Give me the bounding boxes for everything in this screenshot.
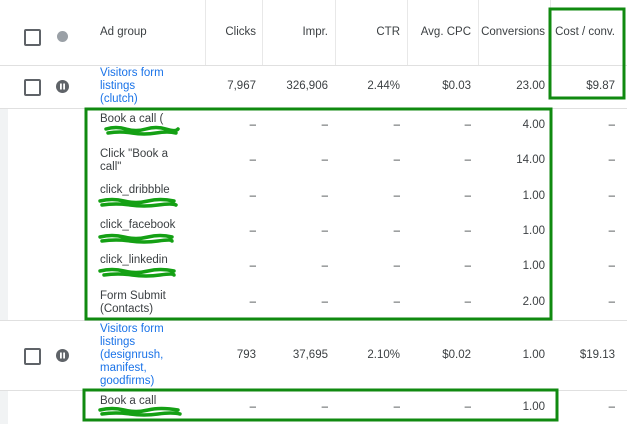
metric: – xyxy=(608,400,615,413)
metric: – xyxy=(393,119,400,132)
metric: – xyxy=(464,260,471,273)
metric: – xyxy=(321,295,328,308)
metric: – xyxy=(321,154,328,167)
column-header: Cost / conv. xyxy=(555,26,615,38)
metric: 1.00 xyxy=(522,189,545,202)
metric: 2.44% xyxy=(367,80,400,92)
metric: – xyxy=(464,189,471,202)
metric: $0.02 xyxy=(442,348,471,361)
metric: – xyxy=(464,400,471,413)
metric: – xyxy=(393,295,400,308)
metric: – xyxy=(393,189,400,202)
metric: 2.10% xyxy=(367,348,400,361)
col-sep xyxy=(407,0,408,65)
redaction xyxy=(98,197,178,208)
ad-group-name[interactable]: Visitors form listings (designrush, mani… xyxy=(100,322,164,387)
sub-label: Book a call ( xyxy=(100,113,164,125)
metric: – xyxy=(249,400,256,413)
metric: – xyxy=(464,295,471,308)
metric: $9.87 xyxy=(586,80,615,92)
metric: – xyxy=(393,154,400,167)
metric: – xyxy=(608,154,615,167)
metric: – xyxy=(608,189,615,202)
col-sep xyxy=(478,0,479,65)
checkbox[interactable] xyxy=(24,29,41,46)
metric: – xyxy=(321,119,328,132)
ad-group-name[interactable]: Visitors form listings (clutch) xyxy=(100,67,164,105)
metric: – xyxy=(393,400,400,413)
metric: 4.00 xyxy=(522,119,545,132)
column-header: Conversions xyxy=(481,26,545,38)
highlight-box xyxy=(84,107,553,321)
metric: 23.00 xyxy=(516,80,545,92)
sub-label: Book a call xyxy=(100,395,157,407)
redaction xyxy=(98,267,176,278)
metric: 2.00 xyxy=(522,295,545,308)
checkbox[interactable] xyxy=(24,348,41,365)
column-header: Clicks xyxy=(225,26,256,38)
sub-label: click_dribbble xyxy=(100,183,170,196)
status-dot xyxy=(57,31,68,42)
metric: 37,695 xyxy=(292,348,328,361)
sub-label: Form Submit (Contacts) xyxy=(100,289,166,315)
col-sep xyxy=(205,0,206,65)
metric: – xyxy=(249,154,256,167)
metric: – xyxy=(249,225,256,238)
metric: – xyxy=(464,225,471,238)
metric: 1.00 xyxy=(522,260,545,273)
metric: – xyxy=(321,400,328,413)
metric: 14.00 xyxy=(516,154,545,167)
metric: – xyxy=(464,119,471,132)
metric: 326,906 xyxy=(286,80,328,92)
metric: – xyxy=(393,225,400,238)
metric: – xyxy=(321,189,328,202)
metric: – xyxy=(249,119,256,132)
column-header: Ad group xyxy=(100,26,147,38)
metric: 7,967 xyxy=(227,80,256,92)
redaction xyxy=(104,125,180,136)
metric: – xyxy=(608,119,615,132)
sub-label: Click "Book a call" xyxy=(100,148,168,174)
metric: – xyxy=(608,260,615,273)
col-sep xyxy=(262,0,263,65)
metric: – xyxy=(321,225,328,238)
metric: 793 xyxy=(236,348,256,361)
metric: $19.13 xyxy=(579,348,615,361)
pause-icon xyxy=(56,349,69,362)
column-header: Impr. xyxy=(302,26,328,38)
sub-label: click_facebook xyxy=(100,218,176,231)
highlight-box xyxy=(82,388,559,422)
metric: – xyxy=(321,260,328,273)
checkbox[interactable] xyxy=(24,79,41,96)
metric: – xyxy=(249,189,256,202)
column-header: CTR xyxy=(376,26,400,38)
indent-strip xyxy=(0,390,8,424)
metric: – xyxy=(249,295,256,308)
indent-strip xyxy=(0,108,8,320)
redaction xyxy=(98,233,174,244)
metric: – xyxy=(464,154,471,167)
pause-icon xyxy=(56,80,69,93)
highlight-box xyxy=(548,7,626,100)
metric: – xyxy=(249,260,256,273)
metric: 1.00 xyxy=(522,225,545,238)
metric: 1.00 xyxy=(522,348,545,361)
row-sep xyxy=(0,65,627,66)
redaction xyxy=(98,406,182,417)
metric: $0.03 xyxy=(442,80,471,92)
metric: – xyxy=(393,260,400,273)
col-sep xyxy=(335,0,336,65)
metric: – xyxy=(608,295,615,308)
sub-label: click_linkedin xyxy=(100,254,168,267)
column-header: Avg. CPC xyxy=(420,26,471,38)
metric: – xyxy=(608,225,615,238)
metric: 1.00 xyxy=(522,400,545,413)
